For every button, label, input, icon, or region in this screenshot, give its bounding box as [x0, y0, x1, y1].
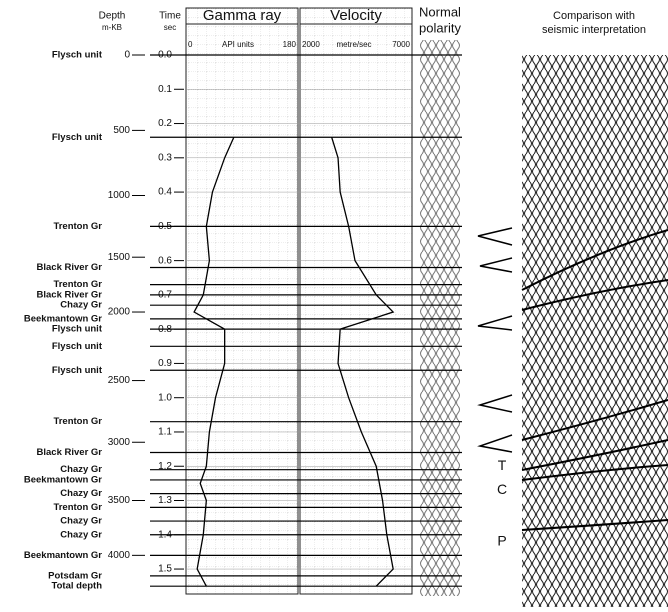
gamma-header: Gamma ray: [203, 7, 282, 24]
depth-tick-label: 2500: [108, 375, 131, 386]
velocity-min: 2000: [302, 40, 320, 49]
formation-label: Chazy Gr: [60, 529, 102, 540]
depth-tick-label: 1500: [108, 252, 131, 263]
formation-label: Trenton Gr: [53, 416, 102, 427]
seismic-header: Comparison with: [553, 10, 635, 22]
formation-label: Flysch unit: [52, 50, 103, 61]
gamma-panel: [186, 8, 298, 594]
seismic-header: seismic interpretation: [542, 24, 646, 36]
time-tick-label: 0.3: [158, 152, 172, 163]
formation-label: Beekmantown Gr: [24, 550, 102, 561]
time-tick-label: 0.4: [158, 187, 172, 198]
formation-label: Trenton Gr: [53, 502, 102, 513]
formation-label: Chazy Gr: [60, 516, 102, 527]
formation-label: Flysch unit: [52, 341, 103, 352]
time-header: Time: [159, 11, 181, 22]
formation-label: Black River Gr: [37, 262, 103, 273]
polarity-header: polarity: [419, 20, 461, 35]
horizon-label: T: [498, 457, 507, 473]
velocity-panel: [300, 8, 412, 594]
depth-tick-label: 0: [124, 50, 130, 61]
formation-label: Flysch unit: [52, 324, 103, 335]
depth-tick-label: 500: [113, 125, 130, 136]
depth-tick-label: 1000: [108, 190, 131, 201]
formation-label: Flysch unit: [52, 365, 103, 376]
time-tick-label: 1.3: [158, 495, 172, 506]
time-tick-label: 0.6: [158, 255, 172, 266]
gamma-min: 0: [188, 40, 193, 49]
formation-label: Chazy Gr: [60, 300, 102, 311]
velocity-max: 7000: [392, 40, 410, 49]
horizon-label: C: [497, 481, 507, 497]
polarity-trace: [420, 40, 460, 596]
time-tick-label: 1.0: [158, 392, 172, 403]
depth-tick-label: 3500: [108, 495, 131, 506]
velocity-unit: metre/sec: [336, 40, 371, 49]
formation-label: Beekmantown Gr: [24, 474, 102, 485]
gamma-max: 180: [283, 40, 297, 49]
velocity-header: Velocity: [330, 7, 382, 24]
formation-label: Black River Gr: [37, 447, 103, 458]
figure: Depth m-KB Time sec Gamma ray API units …: [0, 0, 668, 607]
time-tick-label: 1.1: [158, 427, 172, 438]
depth-header: Depth: [99, 11, 126, 22]
time-tick-label: 1.5: [158, 564, 172, 575]
time-tick-label: 0.1: [158, 84, 172, 95]
time-unit: sec: [164, 23, 176, 32]
formation-label: Chazy Gr: [60, 488, 102, 499]
depth-tick-label: 4000: [108, 550, 131, 561]
depth-tick-label: 3000: [108, 437, 131, 448]
horizon-label: P: [497, 532, 506, 548]
formation-label: Trenton Gr: [53, 221, 102, 232]
time-tick-label: 0.9: [158, 358, 172, 369]
depth-tick-label: 2000: [108, 307, 131, 318]
gamma-unit: API units: [222, 40, 254, 49]
polarity-header: Normal: [419, 4, 461, 19]
formation-label: Flysch unit: [52, 132, 103, 143]
arrows: [478, 228, 512, 452]
depth-unit: m-KB: [102, 23, 122, 32]
formation-label: Total depth: [52, 581, 103, 592]
time-tick-label: 0.2: [158, 118, 172, 129]
